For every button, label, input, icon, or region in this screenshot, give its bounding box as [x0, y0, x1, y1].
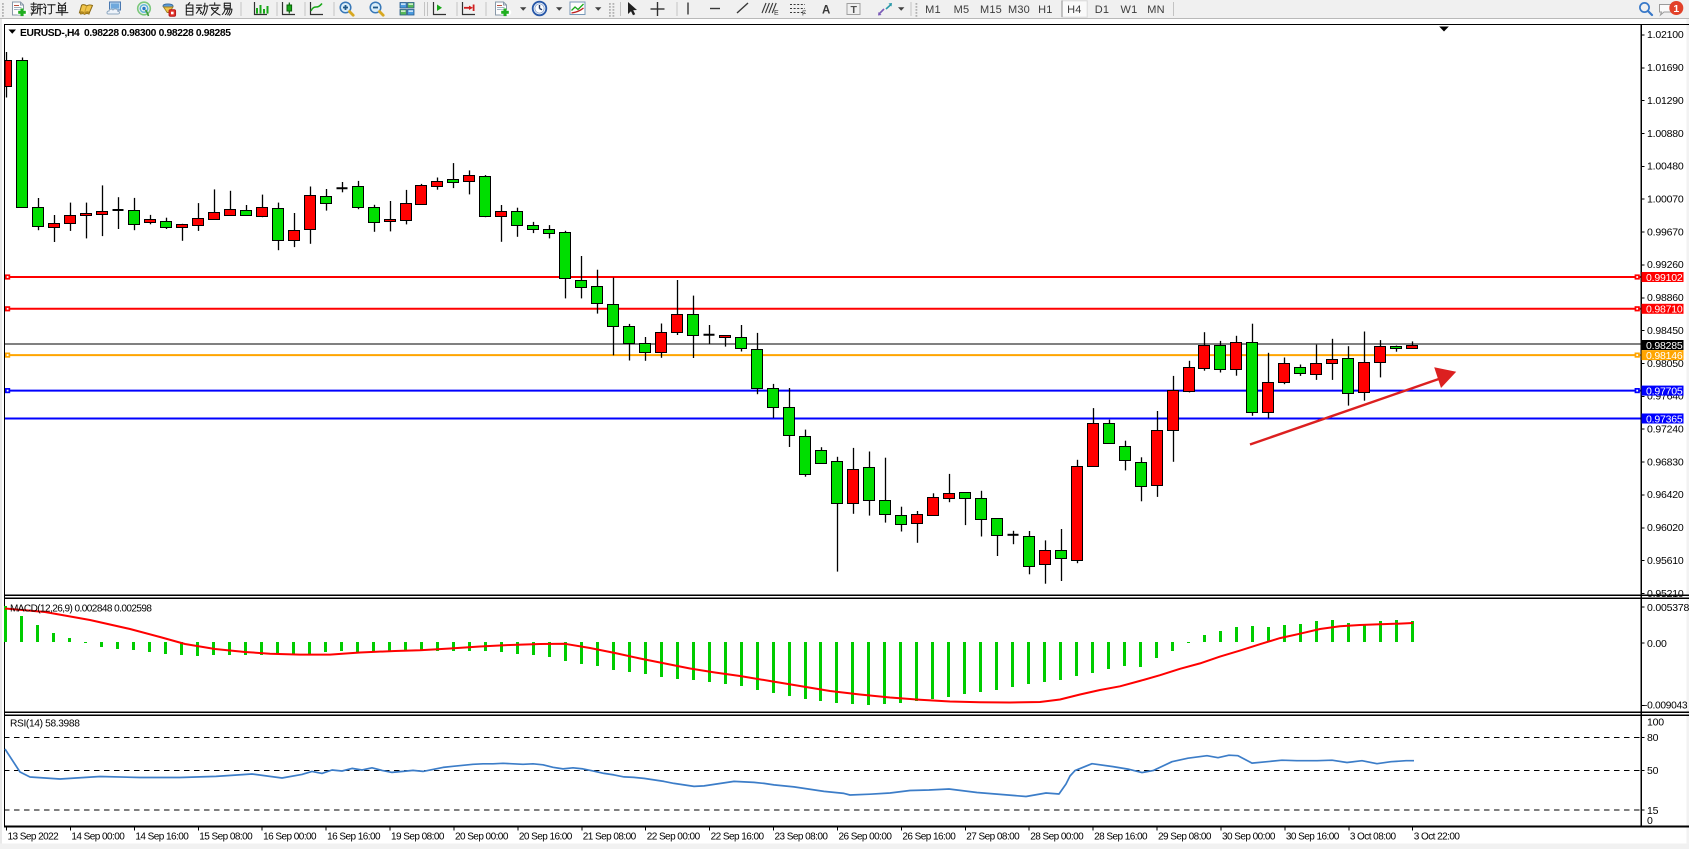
- svg-text:29 Sep 08:00: 29 Sep 08:00: [1158, 832, 1212, 843]
- svg-text:0.98450: 0.98450: [1647, 325, 1684, 337]
- svg-text:23 Sep 08:00: 23 Sep 08:00: [775, 832, 829, 843]
- svg-text:1: 1: [1673, 3, 1679, 15]
- svg-text:16 Sep 00:00: 16 Sep 00:00: [263, 832, 317, 843]
- svg-text:22 Sep 16:00: 22 Sep 16:00: [711, 832, 765, 843]
- svg-text:0.96830: 0.96830: [1647, 456, 1684, 468]
- svg-text:22 Sep 00:00: 22 Sep 00:00: [647, 832, 701, 843]
- svg-text:EURUSD-,H4: EURUSD-,H4: [20, 28, 80, 39]
- svg-text:3 Oct 08:00: 3 Oct 08:00: [1350, 832, 1397, 843]
- svg-text:A: A: [822, 5, 830, 17]
- svg-text:T: T: [851, 4, 858, 16]
- svg-text:MACD(12,26,9) 0.002848 0.00259: MACD(12,26,9) 0.002848 0.002598: [10, 604, 152, 615]
- svg-text:0.00: 0.00: [1647, 638, 1667, 650]
- svg-text:20 Sep 00:00: 20 Sep 00:00: [455, 832, 509, 843]
- svg-text:M5: M5: [954, 4, 970, 16]
- svg-text:0.97705: 0.97705: [1646, 385, 1683, 397]
- svg-text:0.98050: 0.98050: [1647, 358, 1684, 370]
- svg-text:21 Sep 08:00: 21 Sep 08:00: [583, 832, 637, 843]
- svg-text:15 Sep 08:00: 15 Sep 08:00: [199, 832, 253, 843]
- svg-text:1.00880: 1.00880: [1647, 128, 1684, 140]
- svg-text:F: F: [802, 11, 806, 18]
- svg-text:28 Sep 00:00: 28 Sep 00:00: [1030, 832, 1084, 843]
- svg-text:0.98146: 0.98146: [1646, 350, 1683, 362]
- svg-text:16 Sep 16:00: 16 Sep 16:00: [327, 832, 381, 843]
- svg-text:M15: M15: [980, 4, 1002, 16]
- svg-text:1.02100: 1.02100: [1647, 29, 1684, 41]
- svg-text:-0.009043: -0.009043: [1644, 700, 1688, 711]
- svg-text:26 Sep 16:00: 26 Sep 16:00: [902, 832, 956, 843]
- svg-text:RSI(14) 58.3988: RSI(14) 58.3988: [10, 719, 80, 730]
- svg-text:30 Sep 00:00: 30 Sep 00:00: [1222, 832, 1276, 843]
- svg-text:14 Sep 16:00: 14 Sep 16:00: [135, 832, 189, 843]
- svg-text:0.98285: 0.98285: [1646, 340, 1683, 352]
- svg-text:0.98710: 0.98710: [1646, 304, 1683, 316]
- svg-text:15: 15: [1647, 805, 1659, 817]
- svg-text:1.01290: 1.01290: [1647, 95, 1684, 107]
- svg-text:27 Sep 08:00: 27 Sep 08:00: [966, 832, 1020, 843]
- svg-text:0.97365: 0.97365: [1646, 413, 1683, 425]
- svg-text:50: 50: [1647, 765, 1659, 777]
- svg-text:100: 100: [1647, 716, 1664, 728]
- svg-text:1.01690: 1.01690: [1647, 62, 1684, 74]
- svg-text:0.96420: 0.96420: [1647, 489, 1684, 501]
- svg-text:0.95210: 0.95210: [1647, 588, 1684, 600]
- svg-text:28 Sep 16:00: 28 Sep 16:00: [1094, 832, 1148, 843]
- svg-text:W1: W1: [1121, 4, 1138, 16]
- svg-text:20 Sep 16:00: 20 Sep 16:00: [519, 832, 573, 843]
- svg-text:1.00070: 1.00070: [1647, 194, 1684, 206]
- svg-text:H4: H4: [1067, 4, 1081, 16]
- svg-text:14 Sep 00:00: 14 Sep 00:00: [71, 832, 125, 843]
- svg-text:E: E: [774, 10, 779, 17]
- svg-text:MN: MN: [1147, 4, 1165, 16]
- svg-text:3 Oct 22:00: 3 Oct 22:00: [1414, 832, 1461, 843]
- svg-text:0.99102: 0.99102: [1646, 272, 1683, 284]
- svg-text:19 Sep 08:00: 19 Sep 08:00: [391, 832, 445, 843]
- svg-text:13 Sep 2022: 13 Sep 2022: [8, 832, 60, 843]
- svg-text:0.98228 0.98300 0.98228 0.9828: 0.98228 0.98300 0.98228 0.98285: [84, 28, 231, 39]
- svg-text:0.96020: 0.96020: [1647, 522, 1684, 534]
- svg-text:1.00480: 1.00480: [1647, 161, 1684, 173]
- svg-text:0.99260: 0.99260: [1647, 259, 1684, 271]
- svg-text:0: 0: [1647, 815, 1653, 827]
- svg-text:26 Sep 00:00: 26 Sep 00:00: [838, 832, 892, 843]
- svg-text:0.97240: 0.97240: [1647, 424, 1684, 436]
- svg-text:D1: D1: [1095, 4, 1109, 16]
- svg-text:0.005378: 0.005378: [1647, 602, 1689, 614]
- svg-text:0.99670: 0.99670: [1647, 226, 1684, 238]
- svg-text:0.98860: 0.98860: [1647, 292, 1684, 304]
- svg-text:H1: H1: [1038, 4, 1052, 16]
- svg-text:M1: M1: [925, 4, 941, 16]
- svg-text:0.95610: 0.95610: [1647, 555, 1684, 567]
- svg-text:80: 80: [1647, 732, 1659, 744]
- svg-text:M30: M30: [1008, 4, 1030, 16]
- svg-text:30 Sep 16:00: 30 Sep 16:00: [1286, 832, 1340, 843]
